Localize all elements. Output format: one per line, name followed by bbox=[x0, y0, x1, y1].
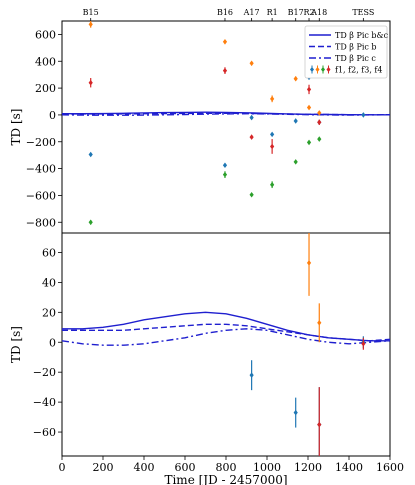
y-tick-label: 0 bbox=[49, 336, 56, 349]
data-point-f4 bbox=[317, 421, 322, 428]
legend-marker bbox=[315, 66, 320, 73]
y-tick-label: 400 bbox=[35, 55, 56, 68]
x-tick-label: 1000 bbox=[253, 461, 281, 474]
x-tick-label: 400 bbox=[134, 461, 155, 474]
x-tick-label: 1600 bbox=[376, 461, 404, 474]
legend-marker bbox=[326, 66, 331, 73]
legend-marker bbox=[310, 66, 314, 73]
y-tick-label: −600 bbox=[26, 189, 56, 202]
data-point-f3 bbox=[317, 136, 322, 142]
legend-label: TD β Pic b&c bbox=[335, 31, 389, 40]
data-point-f2 bbox=[306, 260, 312, 266]
data-point-f2 bbox=[317, 319, 322, 326]
data-point-f1 bbox=[249, 114, 254, 121]
x-tick-label: 600 bbox=[175, 461, 196, 474]
top-epoch-label: TESS bbox=[352, 8, 374, 17]
data-point-f1 bbox=[293, 118, 298, 124]
model-curve-dashdot bbox=[62, 328, 390, 346]
y-tick-label: 60 bbox=[42, 246, 56, 259]
y-tick-label: −800 bbox=[26, 216, 56, 229]
y-axis-title: TD [s] bbox=[9, 326, 23, 363]
data-point-f3 bbox=[88, 219, 93, 226]
data-point-f3 bbox=[306, 139, 312, 146]
top-epoch-label: B15 bbox=[83, 8, 99, 17]
data-point-f2 bbox=[293, 75, 298, 82]
y-tick-label: −200 bbox=[26, 136, 56, 149]
top-epoch-label: A18 bbox=[310, 8, 327, 17]
legend-label: f1, f2, f3, f4 bbox=[335, 66, 382, 75]
data-point-f1 bbox=[293, 409, 298, 416]
data-point-f3 bbox=[222, 171, 228, 178]
y-tick-label: 40 bbox=[42, 276, 56, 289]
x-tick-label: 1200 bbox=[294, 461, 322, 474]
data-point-f2 bbox=[306, 104, 312, 111]
data-point-f4 bbox=[317, 119, 322, 126]
data-point-f2 bbox=[88, 21, 93, 28]
data-point-f2 bbox=[222, 38, 228, 45]
x-tick-label: 200 bbox=[93, 461, 114, 474]
plot-area bbox=[62, 21, 390, 226]
data-point-f3 bbox=[249, 191, 254, 198]
data-point-f1 bbox=[270, 131, 275, 138]
y-tick-label: 600 bbox=[35, 28, 56, 41]
y-tick-label: −400 bbox=[26, 163, 56, 176]
top-epoch-label: B16 bbox=[217, 8, 233, 17]
x-tick-label: 800 bbox=[216, 461, 237, 474]
legend-box bbox=[304, 25, 388, 79]
data-point-f2 bbox=[249, 60, 254, 67]
data-point-f4 bbox=[270, 143, 275, 150]
legend-marker bbox=[321, 66, 325, 73]
top-epoch-label: R2 bbox=[303, 8, 314, 17]
data-point-f4 bbox=[249, 134, 254, 140]
data-point-f1 bbox=[361, 112, 366, 118]
data-point-f4 bbox=[361, 340, 366, 347]
y-tick-label: 200 bbox=[35, 82, 56, 95]
data-point-f1 bbox=[88, 151, 93, 158]
data-point-f1 bbox=[222, 162, 228, 169]
x-tick-label: 0 bbox=[59, 461, 66, 474]
data-point-f4 bbox=[306, 86, 312, 93]
top-epoch-label: B17 bbox=[288, 8, 304, 17]
y-tick-label: 0 bbox=[49, 109, 56, 122]
y-tick-label: 20 bbox=[42, 306, 56, 319]
data-point-f2 bbox=[317, 110, 322, 116]
y-tick-label: −60 bbox=[33, 426, 56, 439]
legend-label: TD β Pic c bbox=[335, 54, 376, 63]
y-tick-label: −40 bbox=[33, 396, 56, 409]
model-curve-dashed bbox=[62, 323, 390, 342]
data-point-f3 bbox=[293, 159, 298, 165]
legend-label: TD β Pic b bbox=[335, 43, 377, 52]
x-axis-title: Time [JD - 2457000] bbox=[164, 473, 287, 485]
plot-area bbox=[62, 233, 390, 456]
top-epoch-label: R1 bbox=[267, 8, 278, 17]
data-point-f1 bbox=[249, 372, 254, 378]
y-tick-label: −20 bbox=[33, 366, 56, 379]
top-epoch-label: A17 bbox=[243, 8, 260, 17]
data-point-f4 bbox=[222, 67, 228, 74]
x-tick-label: 1400 bbox=[335, 461, 363, 474]
model-curve-solid bbox=[62, 311, 390, 342]
model-curve-dashdot bbox=[62, 112, 390, 116]
legend: TD β Pic b&c TD β Pic b TD β Pic c f1, f2, … bbox=[304, 25, 389, 79]
data-point-f4 bbox=[88, 79, 93, 86]
data-point-f2 bbox=[270, 96, 275, 102]
y-axis-title: TD [s] bbox=[9, 109, 23, 146]
data-point-f3 bbox=[270, 181, 275, 188]
